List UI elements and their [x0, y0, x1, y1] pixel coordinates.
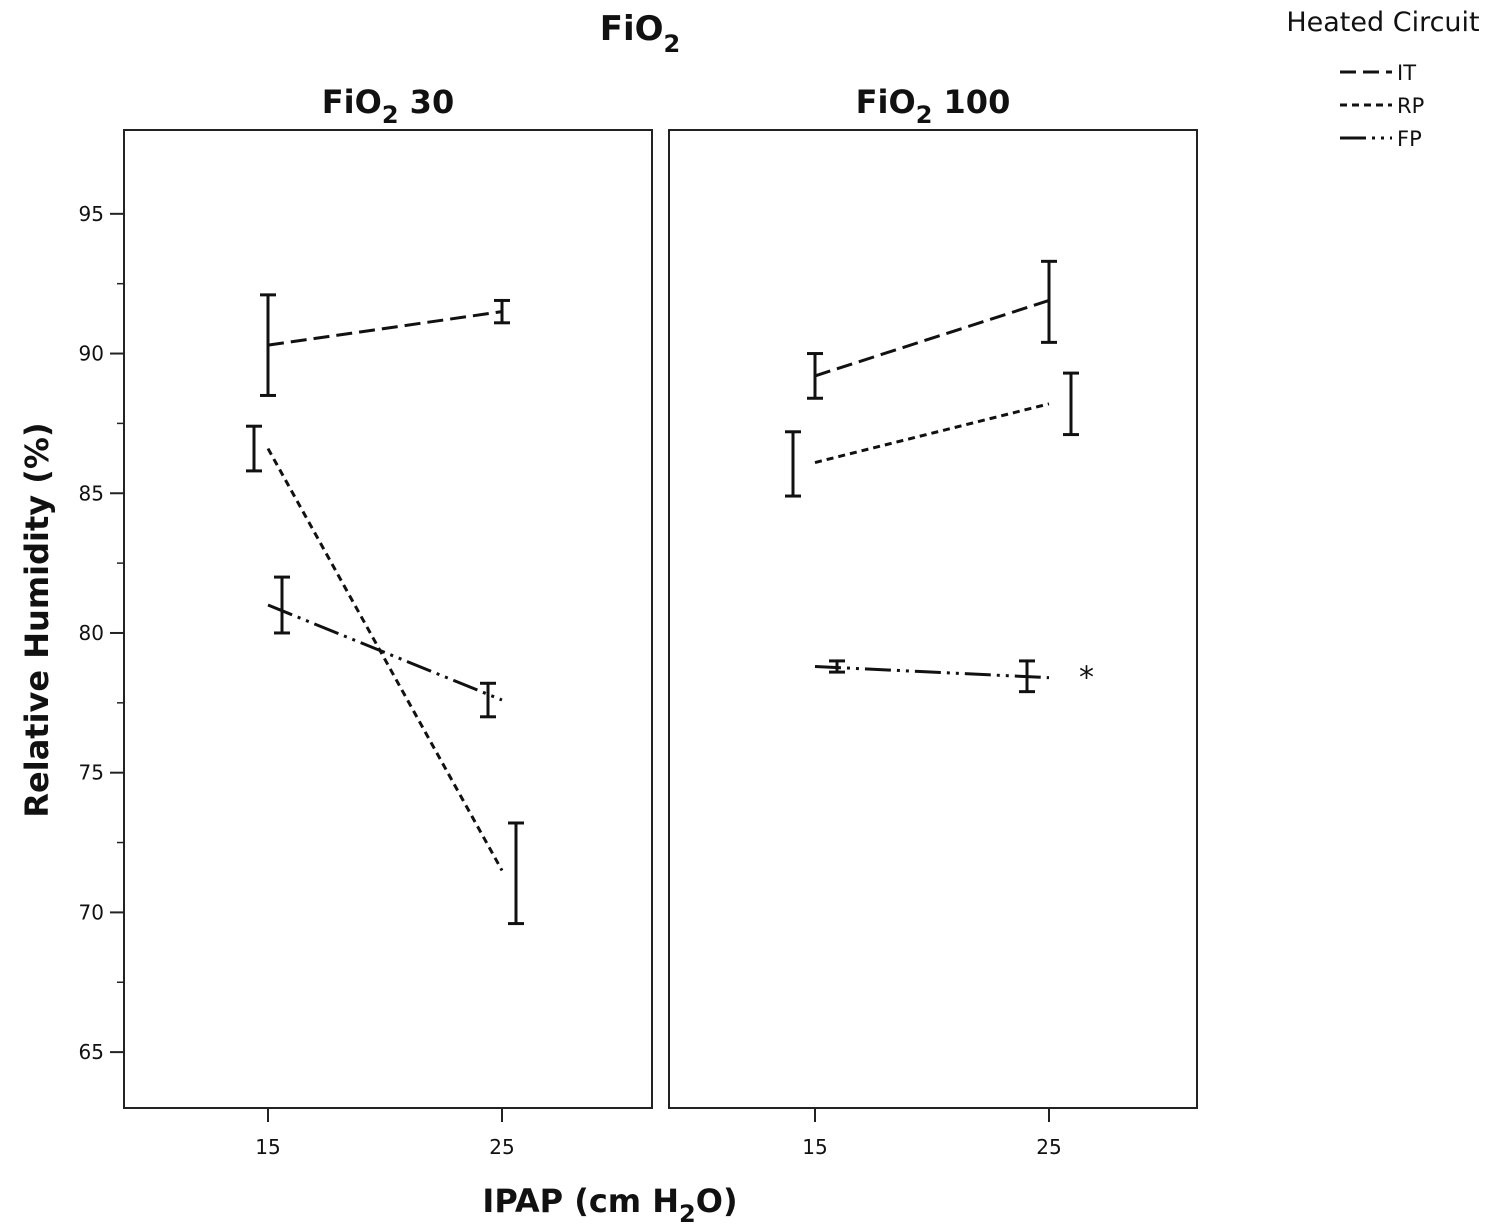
panel-title-text: FiO [322, 83, 382, 121]
series-line-rp-panel-2 [814, 402, 1050, 464]
chart-title: FiO2 [600, 9, 681, 58]
panel-title-suffix: 30 [399, 83, 455, 121]
error-bar-fp-15 [274, 575, 290, 635]
x-axis-title: IPAP (cm H2O) [482, 1182, 737, 1228]
series-line-it-panel-1 [267, 310, 503, 347]
error-bar-fp-25 [1019, 659, 1035, 694]
x-tick-label-25: 25 [1036, 1135, 1061, 1159]
panel-title-sub: 2 [382, 101, 399, 129]
y-axis-title: Relative Humidity (%) [18, 422, 56, 817]
legend-label-rp: RP [1397, 94, 1424, 118]
error-bar-it-25 [494, 298, 510, 325]
panel-title-1: FiO2 30 [322, 83, 454, 129]
x-tick-label-15: 15 [255, 1135, 280, 1159]
series-line-fp-panel-1 [267, 603, 503, 702]
y-tick-label-90: 90 [79, 342, 104, 366]
series-line-it-panel-2 [814, 299, 1050, 378]
error-bar-rp-25 [508, 821, 524, 926]
series-line-rp-panel-1 [266, 447, 504, 872]
error-bar-fp-25 [480, 681, 496, 719]
error-bar-rp-25 [1063, 371, 1079, 437]
panel-frame-1 [123, 129, 653, 1109]
panel-frame-2 [668, 129, 1198, 1109]
y-tick-label-75: 75 [79, 761, 104, 785]
y-tick-label-95: 95 [79, 202, 104, 226]
panel-title-suffix: 100 [932, 83, 1010, 121]
significance-asterisk: * [1079, 661, 1094, 696]
legend-title: Heated Circuit [1286, 7, 1479, 38]
error-bar-it-15 [807, 352, 823, 400]
y-tick-label-85: 85 [79, 481, 104, 505]
error-bar-rp-15 [246, 424, 262, 473]
panel-title-text: FiO [856, 83, 916, 121]
series-line-fp-panel-2 [814, 665, 1050, 680]
y-tick-label-65: 65 [79, 1040, 104, 1064]
error-bar-rp-15 [785, 430, 801, 498]
y-tick-label-70: 70 [79, 900, 104, 924]
x-tick-label-15: 15 [802, 1135, 827, 1159]
legend-label-fp: FP [1397, 127, 1422, 151]
error-bar-it-15 [260, 293, 276, 397]
error-bar-it-25 [1041, 259, 1057, 344]
panel-title-sub: 2 [916, 101, 933, 129]
error-bar-fp-15 [829, 659, 845, 674]
x-tick-label-25: 25 [489, 1135, 514, 1159]
legend-label-it: IT [1397, 61, 1416, 85]
y-tick-label-80: 80 [79, 621, 104, 645]
panel-title-2: FiO2 100 [856, 83, 1011, 129]
legend: Heated Circuit IT RP FP [1286, 7, 1479, 151]
